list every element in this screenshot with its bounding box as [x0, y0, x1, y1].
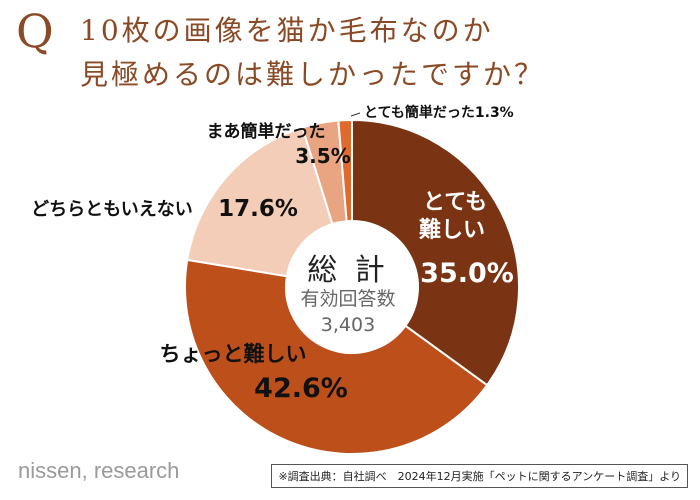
leader-line	[350, 112, 361, 117]
slice-value-2: 17.6%	[218, 196, 298, 222]
donut-slices	[184, 118, 520, 455]
donut-slice-0	[351, 118, 520, 387]
slice-value-0: 35.0%	[420, 258, 514, 289]
title-line-1: 10枚の画像を猫か毛布なのか	[80, 14, 494, 47]
slice-label-1: ちょっと難しい	[160, 342, 307, 366]
title-q-mark: Q	[16, 4, 54, 58]
slice-label-3: まあ簡単だった	[207, 121, 326, 142]
slice-label-0-line-2: 難しい	[419, 217, 485, 243]
title-line-2: 見極めるのは難しかったですか？	[80, 58, 546, 91]
donut-slice-1	[184, 258, 489, 455]
slice-label-4: とても簡単だった1.3%	[364, 104, 514, 121]
donut-slice-2	[186, 126, 334, 278]
slice-label-2: どちらともいえない	[31, 199, 193, 220]
slice-label-0-line-1: とても	[423, 190, 487, 215]
center-count: 3,403	[321, 314, 375, 336]
donut-slice-4	[337, 118, 353, 223]
center-subtitle: 有効回答数	[300, 288, 395, 310]
center-title: 総 計	[307, 253, 389, 288]
slice-value-3: 3.5%	[295, 144, 350, 168]
slice-value-1: 42.6%	[254, 373, 348, 404]
source-footnote: ※調査出典：自社調べ 2024年12月実施「ペットに関するアンケート調査」より	[271, 464, 688, 488]
brand-logo-text: nissen, research	[18, 458, 180, 483]
